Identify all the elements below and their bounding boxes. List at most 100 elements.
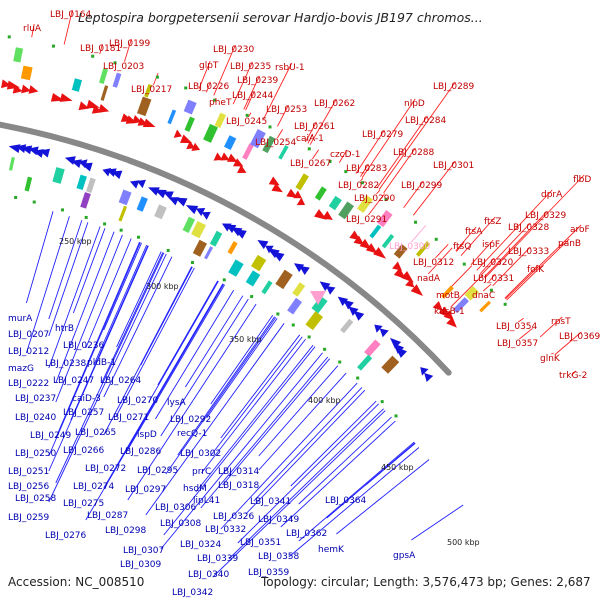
gene-label[interactable]: LBJ_0331 [473, 274, 514, 284]
gene-label[interactable]: LBJ_0275 [63, 499, 104, 509]
gene-label[interactable]: LBJ_0235 [230, 62, 271, 72]
gene-label[interactable]: LBJ_0254 [255, 138, 297, 148]
gene-label[interactable]: trkG-2 [559, 371, 587, 381]
gene-label[interactable]: aroF [570, 225, 590, 235]
gene-label[interactable]: LBJ_0265 [75, 428, 116, 438]
gene-label[interactable]: LBJ_0259 [8, 513, 50, 523]
gene-label[interactable]: rpsT [551, 317, 571, 327]
gene-label[interactable]: LBJ_0297 [125, 485, 166, 495]
gene-label[interactable]: LBJ_0320 [472, 258, 514, 268]
gene-label[interactable]: czcD-1 [330, 150, 361, 160]
gene-label[interactable]: LBJ_0291 [346, 215, 387, 225]
gene-label[interactable]: rluA [23, 24, 42, 34]
gene-label[interactable]: mazG [8, 364, 34, 374]
gene-label[interactable]: LBJ_0358 [258, 552, 300, 562]
gene-label[interactable]: ftsA [465, 227, 483, 237]
gene-label[interactable]: LBJ_0301 [433, 161, 474, 171]
gene-label[interactable]: caiA-1 [296, 134, 324, 144]
gene-label[interactable]: LBJ_0288 [393, 148, 435, 158]
gene-label[interactable]: gpsA [393, 551, 416, 561]
gene-label[interactable]: LBJ_0257 [63, 408, 104, 418]
gene-label[interactable]: LBJ_0240 [15, 413, 57, 423]
gene-label[interactable]: LBJ_0203 [103, 62, 144, 72]
gene-label[interactable]: LBJ_0264 [100, 376, 142, 386]
gene-label[interactable]: LBJ_0299 [401, 181, 443, 191]
gene-label[interactable]: LBJ_0290 [354, 194, 396, 204]
gene-label[interactable]: lysA [167, 398, 187, 408]
gene-label[interactable]: LBJ_0239 [237, 76, 279, 86]
gene-label[interactable]: LBJ_0230 [213, 45, 255, 55]
gene-label[interactable]: LBJ_0258 [15, 494, 57, 504]
gene-label[interactable]: lipL41 [193, 496, 220, 506]
gene-label[interactable]: dprA [541, 190, 563, 200]
gene-label[interactable]: LBJ_0308 [160, 519, 202, 529]
gene-label[interactable]: LBJ_0222 [8, 379, 49, 389]
gene-label[interactable]: pheT [209, 98, 232, 108]
gene-label[interactable]: LBJ_0362 [286, 529, 327, 539]
gene-label[interactable]: LBJ_0236 [63, 341, 105, 351]
gene-label[interactable]: LBJ_0262 [314, 99, 355, 109]
gene-label[interactable]: LBJ_0266 [63, 446, 105, 456]
gene-label[interactable]: LBJ_0276 [45, 531, 87, 541]
gene-label[interactable]: LBJ_0250 [15, 449, 57, 459]
gene-label[interactable]: LBJ_0324 [180, 540, 222, 550]
gene-label[interactable]: LBJ_0164 [50, 10, 92, 20]
gene-label[interactable]: LBJ_0256 [8, 482, 50, 492]
gene-label[interactable]: rsbU-1 [275, 63, 305, 73]
gene-label[interactable]: LBJ_0351 [240, 538, 281, 548]
gene-label[interactable]: LBJ_0357 [497, 339, 538, 349]
gene-label[interactable]: LBJ_0302 [180, 449, 221, 459]
gene-label[interactable]: panB [558, 239, 581, 249]
gene-label[interactable]: LBJ_0329 [525, 211, 567, 221]
gene-label[interactable]: LBJ_0332 [205, 525, 246, 535]
gene-label[interactable]: LBJ_0279 [362, 130, 404, 140]
gene-label[interactable]: LBJ_0286 [120, 447, 162, 457]
gene-label[interactable]: LBJ_0292 [170, 415, 211, 425]
gene-label[interactable]: LBJ_0307 [123, 546, 164, 556]
gene-label[interactable]: hemK [318, 545, 345, 555]
gene-label[interactable]: dnaC [472, 291, 495, 301]
gene-label[interactable]: LBJ_0326 [213, 512, 255, 522]
gene-label[interactable]: LBJ_0271 [108, 413, 149, 423]
gene-label[interactable]: prrC [192, 467, 211, 477]
gene-label[interactable]: ispD [137, 430, 157, 440]
gene-label[interactable]: LBJ_0217 [131, 85, 172, 95]
gene-label[interactable]: LBJ_0287 [87, 511, 128, 521]
gene-label[interactable]: LBJ_0272 [85, 464, 126, 474]
gene-label[interactable]: ftsQ [453, 242, 471, 252]
gene-label[interactable]: LBJ_0333 [508, 247, 549, 257]
gene-label[interactable]: nlpD [404, 99, 425, 109]
gene-label[interactable]: LBJ_0340 [188, 570, 230, 580]
gene-label[interactable]: ispF [482, 240, 500, 250]
gene-label[interactable]: LBJ_0284 [405, 116, 447, 126]
gene-label[interactable]: LBJ_0339 [197, 554, 239, 564]
gene-label[interactable]: LBJ_0212 [8, 347, 49, 357]
gene-label[interactable]: htrB [55, 324, 74, 334]
gene-label[interactable]: nadA [417, 274, 441, 284]
gene-label[interactable]: LBJ_0199 [109, 39, 151, 49]
gene-label[interactable]: LBJ_0306 [155, 503, 197, 513]
gene-label[interactable]: LBJ_0298 [105, 526, 147, 536]
gene-label[interactable]: LBJ_0342 [172, 588, 213, 598]
gene-label[interactable]: LBJ_0283 [346, 164, 387, 174]
gene-label[interactable]: LBJ_0312 [413, 258, 454, 268]
gene-label[interactable]: LBJ_0289 [433, 82, 475, 92]
gene-label[interactable]: LBJ_0244 [232, 91, 274, 101]
gene-label[interactable]: LBJ_0314 [218, 467, 260, 477]
gene-label[interactable]: LBJ_0295 [137, 466, 178, 476]
gene-label[interactable]: recQ-1 [177, 429, 207, 439]
gene-label[interactable]: flbD [573, 175, 591, 185]
gene-label[interactable]: glnK [540, 354, 561, 364]
gene-label[interactable]: folK [527, 265, 545, 275]
gene-label[interactable]: LBJ_0309 [120, 560, 162, 570]
gene-label[interactable]: LBJ_0237 [15, 394, 56, 404]
gene-label[interactable]: pldB-1 [87, 358, 116, 368]
gene-label[interactable]: LBJ_0369 [559, 332, 600, 342]
gene-label[interactable]: caiD-3 [72, 394, 101, 404]
gene-label[interactable]: murA [8, 314, 33, 324]
gene-label[interactable]: LBJ_0349 [258, 515, 300, 525]
gene-label[interactable]: LBJ_0261 [294, 122, 335, 132]
gene-label[interactable]: LBJ_0226 [188, 82, 230, 92]
gene-label[interactable]: hsdM [183, 484, 207, 494]
gene-label[interactable]: LBJ_0341 [250, 497, 291, 507]
